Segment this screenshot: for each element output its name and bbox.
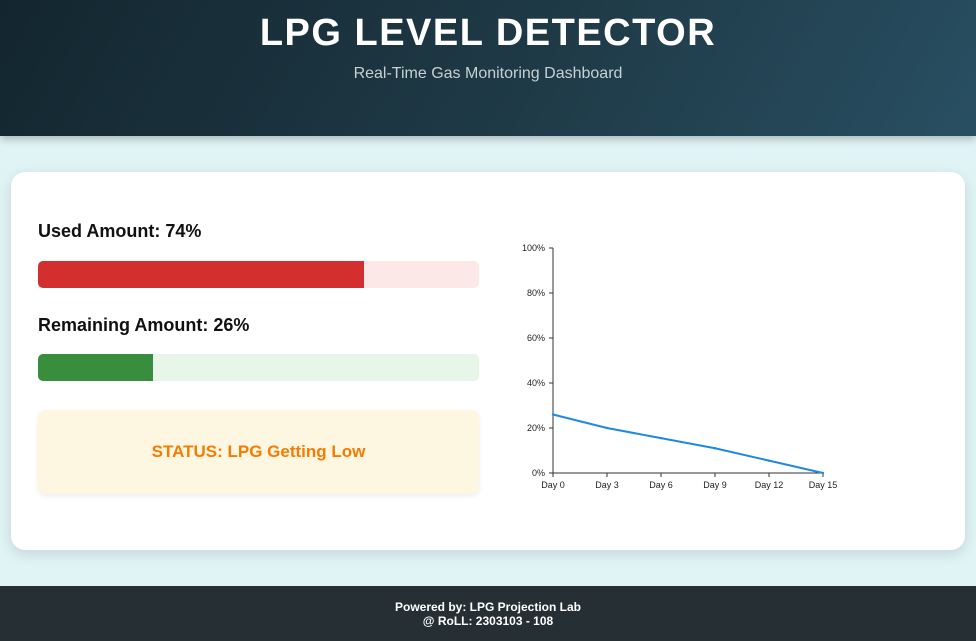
x-tick-label: Day 3 <box>595 480 619 490</box>
data-point <box>551 413 555 416</box>
y-tick-label: 40% <box>527 378 545 388</box>
lpg-level-chart: 0% 20% 40% 60% 80% 100% Day 0 Day 3 Day 6 Day 9 Da… <box>522 243 838 490</box>
x-tick-label: Day 6 <box>649 480 673 490</box>
x-tick-label: Day 12 <box>755 480 784 490</box>
data-point <box>659 436 663 440</box>
footer-powered-by: Powered by: LPG Projection Lab <box>394 600 582 614</box>
y-tick-label: 0% <box>532 468 545 478</box>
used-amount-bar <box>38 261 479 288</box>
y-tick-label: 60% <box>527 333 545 343</box>
used-amount-label: Used Amount: 74% <box>38 221 202 241</box>
status-text: STATUS: LPG Getting Low <box>151 442 366 461</box>
data-point <box>767 459 771 462</box>
series-line <box>552 413 824 474</box>
footer: Powered by: LPG Projection Lab @ RoLL: 2… <box>0 586 976 641</box>
page-title: LPG LEVEL DETECTOR <box>259 12 717 54</box>
header: LPG LEVEL DETECTOR Real-Time Gas Monitor… <box>0 0 976 136</box>
y-tick-label: 80% <box>527 288 545 298</box>
x-tick-label: Day 15 <box>809 480 838 490</box>
data-point <box>713 447 717 450</box>
remaining-amount-bar <box>38 354 479 381</box>
y-tick-label: 20% <box>527 423 545 433</box>
used-amount-bar-fill <box>38 261 365 288</box>
data-point <box>821 471 825 475</box>
remaining-amount-label: Remaining Amount: 26% <box>38 315 250 335</box>
y-tick-label: 100% <box>522 243 545 253</box>
data-point <box>605 426 609 430</box>
page-subtitle: Real-Time Gas Monitoring Dashboard <box>353 65 623 82</box>
x-tick-label: Day 0 <box>541 480 565 490</box>
dashboard-card: Used Amount: 74% Remaining Amount: 26% S… <box>11 172 965 550</box>
status-box: STATUS: LPG Getting Low <box>38 410 479 494</box>
x-tick-label: Day 9 <box>703 480 727 490</box>
footer-roll: @ RoLL: 2303103 - 108 <box>422 614 554 628</box>
remaining-amount-bar-fill <box>38 354 153 381</box>
